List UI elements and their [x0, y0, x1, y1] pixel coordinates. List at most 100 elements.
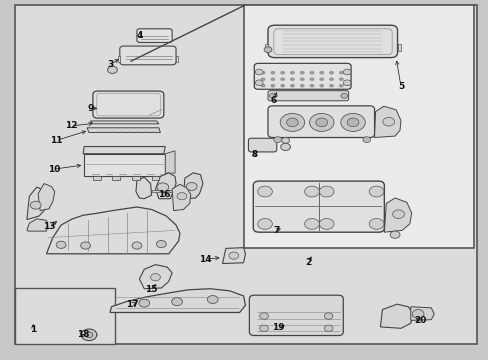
- Circle shape: [139, 299, 149, 307]
- Circle shape: [156, 240, 166, 248]
- Text: 4: 4: [136, 31, 142, 40]
- Polygon shape: [397, 44, 400, 51]
- Text: 1: 1: [30, 325, 36, 334]
- Circle shape: [299, 84, 304, 87]
- Polygon shape: [183, 173, 203, 199]
- Circle shape: [299, 77, 304, 81]
- Text: 13: 13: [42, 222, 55, 231]
- Polygon shape: [132, 176, 140, 180]
- Circle shape: [273, 137, 281, 143]
- Text: 14: 14: [199, 255, 211, 264]
- Circle shape: [319, 77, 324, 81]
- Circle shape: [324, 313, 332, 319]
- Circle shape: [328, 71, 333, 75]
- Circle shape: [343, 69, 350, 75]
- Polygon shape: [112, 176, 120, 180]
- Polygon shape: [374, 106, 400, 138]
- Circle shape: [207, 296, 218, 303]
- Circle shape: [319, 219, 333, 229]
- Circle shape: [289, 71, 294, 75]
- Polygon shape: [84, 154, 165, 176]
- Circle shape: [392, 210, 404, 219]
- FancyBboxPatch shape: [267, 91, 348, 101]
- Polygon shape: [172, 184, 190, 211]
- Text: 11: 11: [50, 136, 62, 145]
- Circle shape: [286, 118, 298, 127]
- Text: 9: 9: [87, 104, 94, 112]
- Circle shape: [309, 113, 333, 131]
- Text: 20: 20: [413, 316, 426, 325]
- Polygon shape: [38, 184, 55, 211]
- Circle shape: [338, 71, 343, 75]
- Circle shape: [177, 193, 186, 200]
- Circle shape: [280, 71, 285, 75]
- Circle shape: [319, 186, 333, 197]
- Circle shape: [362, 137, 370, 143]
- Text: 19: 19: [272, 323, 285, 332]
- FancyBboxPatch shape: [249, 295, 343, 336]
- Text: 17: 17: [125, 300, 138, 309]
- Circle shape: [150, 274, 160, 281]
- Circle shape: [85, 332, 93, 338]
- Polygon shape: [136, 177, 151, 199]
- Circle shape: [132, 242, 142, 249]
- Circle shape: [319, 84, 324, 87]
- Polygon shape: [380, 304, 412, 328]
- Circle shape: [338, 77, 343, 81]
- Circle shape: [107, 66, 117, 73]
- Polygon shape: [93, 176, 101, 180]
- Text: 7: 7: [272, 226, 279, 235]
- Polygon shape: [27, 219, 48, 231]
- Polygon shape: [90, 121, 159, 124]
- FancyBboxPatch shape: [253, 181, 384, 232]
- Text: 16: 16: [157, 190, 170, 199]
- Circle shape: [328, 77, 333, 81]
- Polygon shape: [384, 198, 411, 232]
- Polygon shape: [87, 128, 160, 132]
- Text: 5: 5: [397, 82, 403, 91]
- Circle shape: [281, 138, 289, 143]
- Circle shape: [309, 77, 314, 81]
- Circle shape: [255, 69, 263, 75]
- Circle shape: [368, 219, 383, 229]
- Circle shape: [269, 93, 276, 98]
- Polygon shape: [110, 289, 245, 312]
- Text: 8: 8: [251, 150, 257, 159]
- Circle shape: [270, 77, 275, 81]
- Polygon shape: [151, 190, 183, 192]
- Circle shape: [56, 241, 66, 248]
- Circle shape: [368, 186, 383, 197]
- Text: 3: 3: [107, 60, 113, 69]
- Circle shape: [411, 310, 423, 318]
- Text: 2: 2: [305, 258, 310, 267]
- Polygon shape: [176, 56, 177, 62]
- Circle shape: [157, 183, 168, 192]
- Circle shape: [228, 252, 238, 259]
- Polygon shape: [27, 187, 48, 220]
- Circle shape: [309, 84, 314, 87]
- Polygon shape: [151, 176, 159, 180]
- Circle shape: [270, 71, 275, 75]
- Circle shape: [340, 113, 365, 131]
- Circle shape: [299, 71, 304, 75]
- Circle shape: [260, 71, 265, 75]
- Polygon shape: [83, 147, 165, 154]
- Polygon shape: [222, 248, 245, 264]
- Circle shape: [81, 329, 97, 341]
- Circle shape: [270, 84, 275, 87]
- Text: 12: 12: [64, 122, 77, 130]
- Polygon shape: [155, 173, 176, 199]
- Polygon shape: [118, 56, 120, 62]
- Circle shape: [186, 183, 197, 190]
- Circle shape: [324, 325, 332, 332]
- Circle shape: [280, 143, 290, 150]
- Circle shape: [315, 118, 327, 127]
- Circle shape: [264, 47, 271, 53]
- Circle shape: [280, 84, 285, 87]
- Polygon shape: [410, 307, 433, 320]
- Circle shape: [257, 186, 272, 197]
- Text: 6: 6: [270, 96, 276, 105]
- Polygon shape: [264, 44, 267, 51]
- Circle shape: [304, 186, 319, 197]
- Circle shape: [289, 84, 294, 87]
